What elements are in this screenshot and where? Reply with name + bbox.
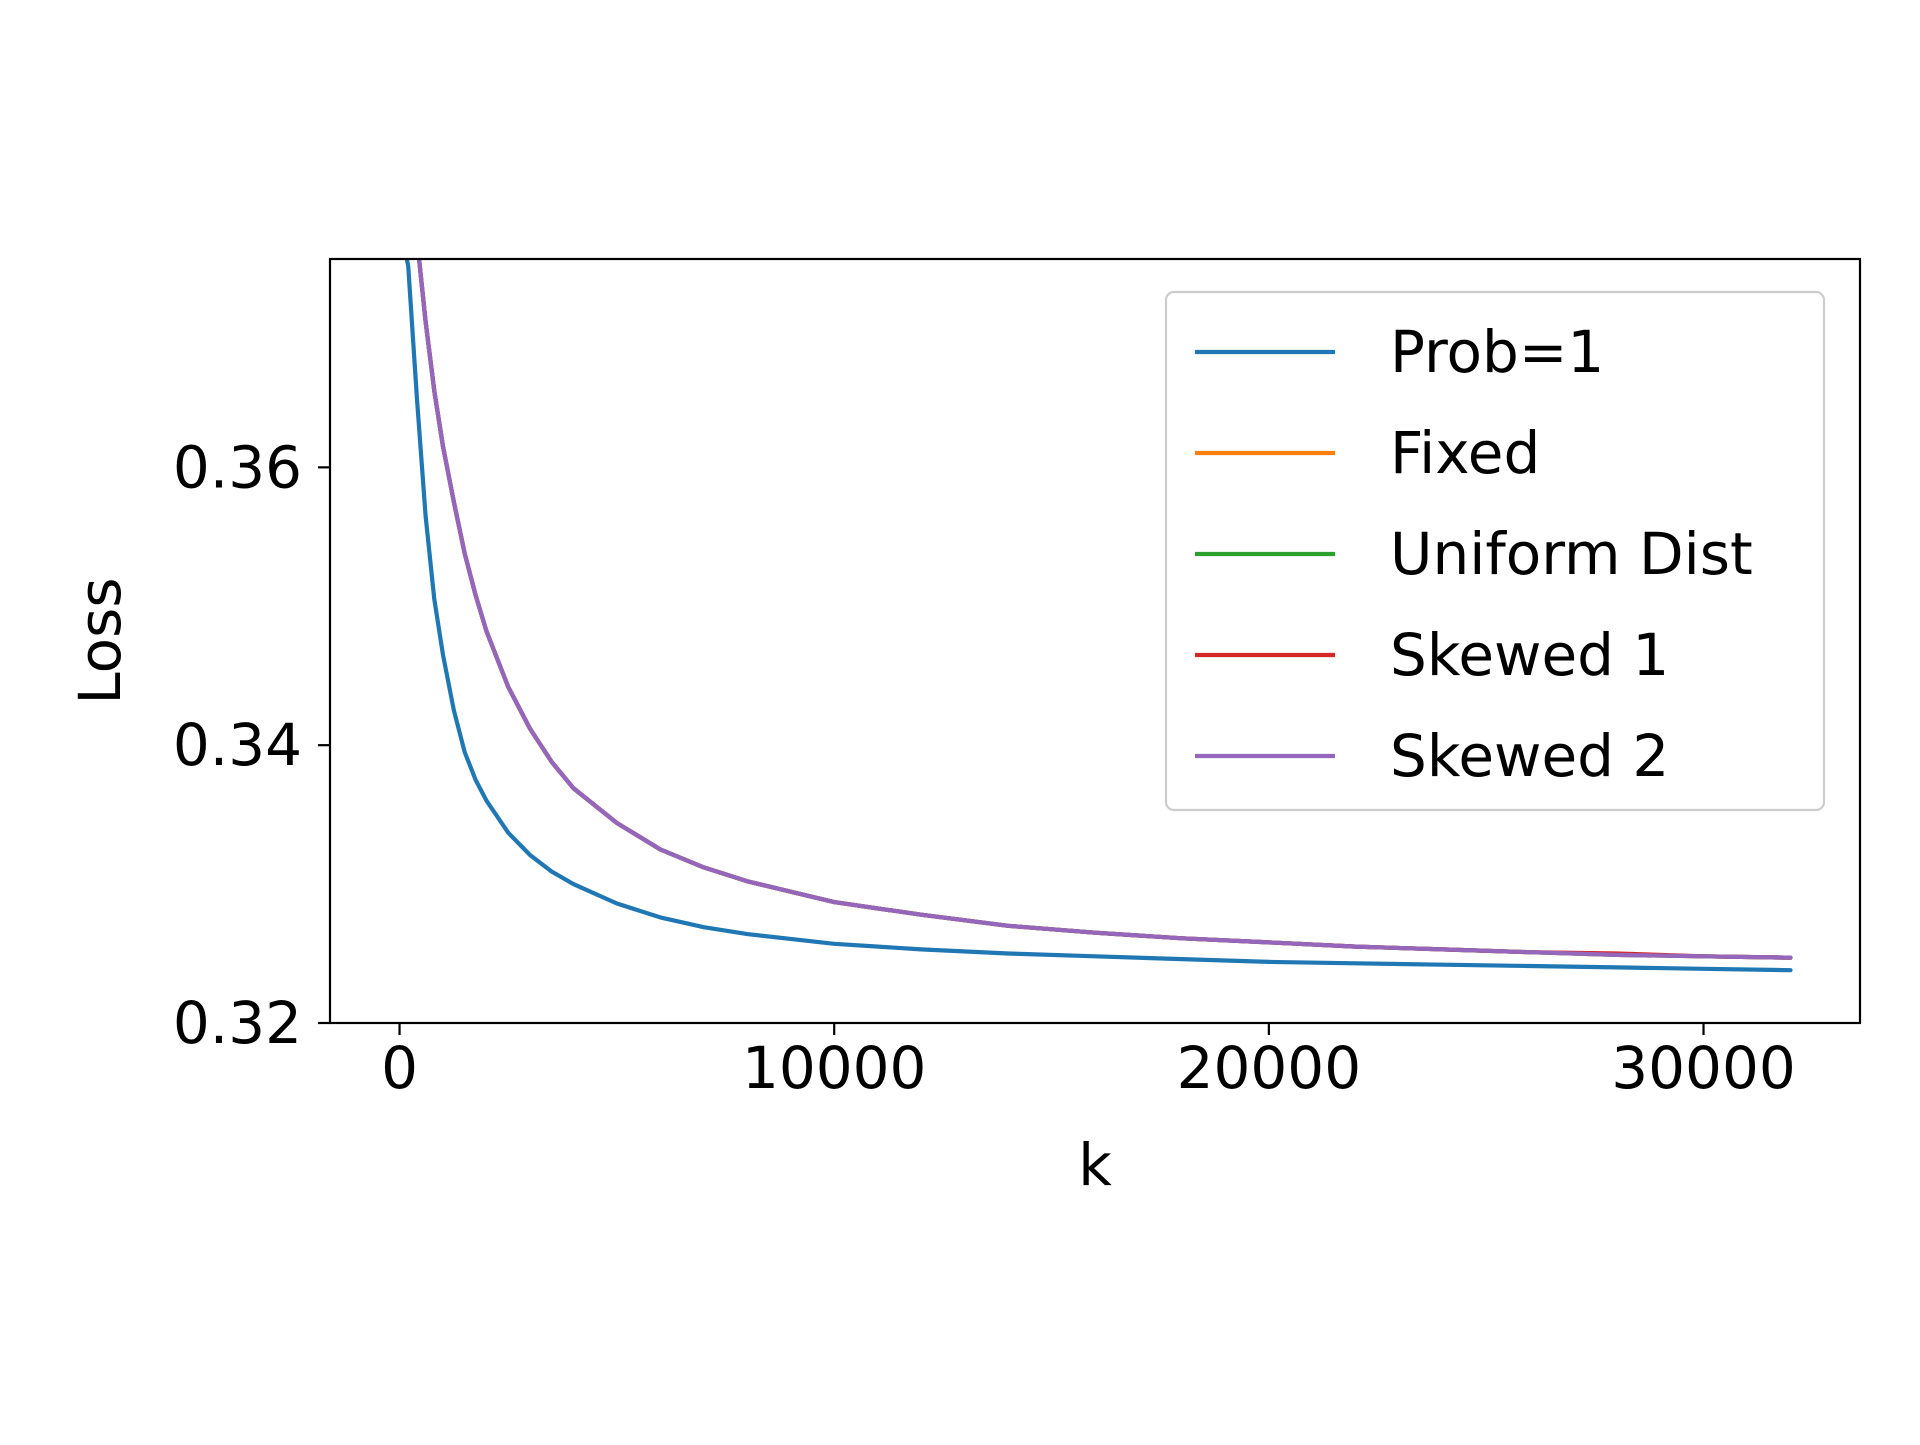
legend-label: Prob=1	[1390, 318, 1604, 386]
x-tick-label: 10000	[742, 1034, 927, 1102]
y-tick-label: 0.34	[173, 711, 302, 779]
x-axis-label: k	[1078, 1131, 1112, 1199]
legend-label: Skewed 2	[1390, 722, 1669, 790]
x-tick-label: 30000	[1611, 1034, 1796, 1102]
y-axis-label: Loss	[66, 577, 134, 704]
x-tick-label: 20000	[1177, 1034, 1362, 1102]
legend-label: Uniform Dist	[1390, 520, 1753, 588]
legend-label: Fixed	[1390, 419, 1540, 487]
legend-label: Skewed 1	[1390, 621, 1669, 689]
legend-frame	[1164, 290, 1826, 812]
series-line-4	[416, 259, 1793, 960]
y-axis-ticks: 0.32 0.34 0.36	[173, 433, 330, 1057]
series-line-0	[404, 259, 1793, 973]
plot-frame	[328, 257, 1862, 1025]
x-tick-label: 0	[381, 1034, 418, 1102]
legend: Prob=1 Fixed Uniform Dist Skewed 1 Skewed 2	[1164, 290, 1826, 812]
x-axis-ticks: 0 10000 20000 30000	[381, 1023, 1796, 1102]
series-layer	[404, 259, 1793, 973]
y-tick-label: 0.32	[173, 989, 302, 1057]
y-tick-label: 0.36	[173, 433, 302, 501]
